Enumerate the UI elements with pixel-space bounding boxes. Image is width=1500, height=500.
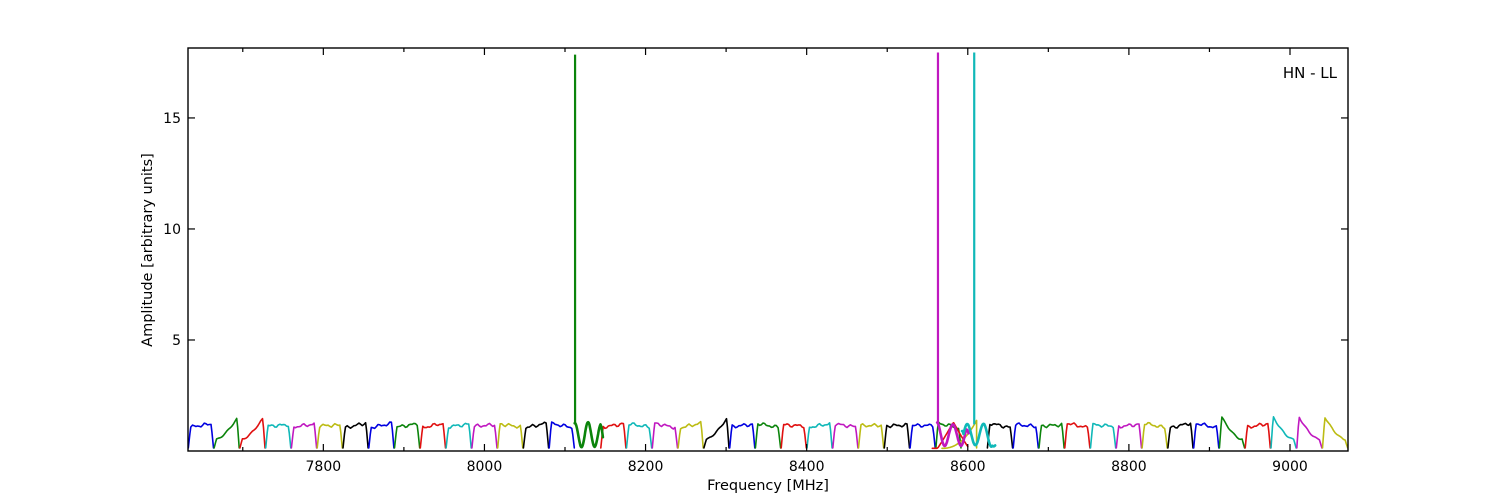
- bandpass-band: [1089, 422, 1117, 449]
- bandpass-band: [471, 422, 498, 449]
- bandpass-band: [496, 422, 524, 449]
- bandpass-comb: [188, 415, 1348, 449]
- bandpass-band: [1064, 422, 1091, 449]
- bandpass-band: [831, 422, 859, 449]
- bandpass-band: [599, 422, 627, 449]
- rfi-overlays: [573, 52, 997, 450]
- x-tick-label: 8000: [467, 459, 503, 475]
- y-tick-label: 15: [163, 111, 181, 127]
- bandpass-band: [651, 422, 679, 449]
- bandpass-band: [290, 422, 318, 449]
- rfi-wavy-band: [573, 420, 605, 449]
- y-axis-label: Amplitude [arbitrary units]: [140, 153, 156, 347]
- bandpass-band: [188, 422, 215, 449]
- bandpass-band: [522, 421, 550, 449]
- bandpass-band: [1218, 416, 1246, 449]
- bandpass-band: [264, 423, 292, 449]
- x-tick-label: 7800: [306, 459, 342, 475]
- bandpass-band: [754, 422, 782, 449]
- bandpass-band: [986, 422, 1014, 449]
- bandpass-band: [393, 422, 421, 449]
- bandpass-band: [1141, 421, 1168, 449]
- axis-ticks: [188, 48, 1348, 451]
- bandpass-band: [1270, 415, 1297, 449]
- bandpass-band: [728, 422, 756, 449]
- x-tick-label: 8600: [950, 459, 986, 475]
- bandpass-band: [1115, 423, 1143, 449]
- bandpass-band: [1244, 422, 1272, 449]
- bandpass-band: [677, 420, 705, 449]
- station-pol-annotation: HN - LL: [1283, 64, 1338, 82]
- bandpass-band: [883, 422, 911, 449]
- x-axis-label: Frequency [MHz]: [707, 478, 829, 494]
- x-tick-label: 9000: [1272, 459, 1308, 475]
- bandpass-band: [1038, 422, 1065, 449]
- bandpass-band: [316, 422, 344, 449]
- bandpass-band: [1167, 422, 1194, 449]
- axis-tick-labels: 7800 8000 8200 8400 8600 8800 9000 5 10 15: [163, 111, 1308, 475]
- bandpass-band: [239, 417, 266, 449]
- y-tick-label: 5: [172, 333, 181, 349]
- y-tick-label: 10: [163, 222, 181, 238]
- bandpass-band: [1296, 416, 1323, 449]
- bandpass-band: [213, 417, 240, 449]
- bandpass-band: [445, 422, 473, 449]
- x-tick-label: 8400: [789, 459, 825, 475]
- bandpass-band: [342, 421, 369, 449]
- bandpass-band: [703, 417, 730, 449]
- rfi-wavy-band: [935, 421, 970, 448]
- bandpass-band: [1012, 422, 1040, 449]
- bandpass-band: [1192, 422, 1220, 449]
- bandpass-band: [857, 422, 885, 449]
- axes-frame: [187, 47, 1349, 452]
- bandpass-band: [625, 422, 653, 449]
- bandpass-band: [548, 421, 576, 449]
- bandpass-band: [367, 421, 395, 449]
- bandpass-band: [1321, 417, 1348, 449]
- bandpass-band: [909, 423, 937, 449]
- rfi-wavy-band: [960, 422, 997, 449]
- x-tick-label: 8200: [628, 459, 664, 475]
- bandpass-band: [780, 423, 808, 449]
- bandpass-band: [419, 422, 447, 449]
- x-tick-label: 8800: [1111, 459, 1147, 475]
- bandpass-band: [806, 421, 833, 449]
